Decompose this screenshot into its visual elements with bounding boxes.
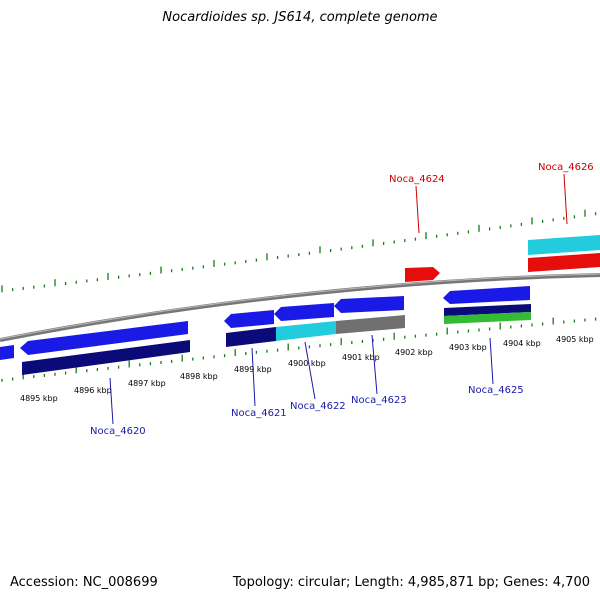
scale-label: 4904 kbp <box>503 339 541 348</box>
feature-noca-4625[interactable] <box>443 286 530 304</box>
gene-label-noca-4621[interactable]: Noca_4621 <box>231 408 287 419</box>
feature-minus-1[interactable] <box>0 345 14 360</box>
feature-row2-cyan[interactable] <box>276 321 336 341</box>
scale-label: 4897 kbp <box>128 379 166 388</box>
feature-row2-navy-1[interactable] <box>22 340 190 375</box>
scale-label: 4898 kbp <box>180 372 218 381</box>
gene-label-noca-4626[interactable]: Noca_4626 <box>538 162 594 173</box>
outer-scale-ticks <box>1 209 597 293</box>
feature-noca-4623[interactable] <box>334 296 404 313</box>
gene-label-noca-4620[interactable]: Noca_4620 <box>90 426 146 437</box>
feature-noca-4624[interactable] <box>405 267 440 282</box>
feature-row2-navy-2[interactable] <box>226 327 276 347</box>
feature-row2-green[interactable] <box>444 312 531 324</box>
scale-label: 4902 kbp <box>395 348 433 357</box>
inner-scale-ticks <box>1 317 597 382</box>
scale-label: 4896 kbp <box>74 386 112 395</box>
feature-noca-4622[interactable] <box>274 303 334 321</box>
feature-row2-gray[interactable] <box>336 315 405 334</box>
scale-labels: 4895 kbp 4896 kbp 4897 kbp 4898 kbp 4899… <box>20 335 594 403</box>
scale-label: 4900 kbp <box>288 359 326 368</box>
feature-noca-4626-top[interactable] <box>528 235 600 255</box>
genome-backbone-highlight <box>0 273 600 340</box>
accession-text: Accession: NC_008699 <box>10 575 158 590</box>
gene-label-noca-4622[interactable]: Noca_4622 <box>290 401 346 412</box>
scale-label: 4903 kbp <box>449 343 487 352</box>
gene-label-noca-4625[interactable]: Noca_4625 <box>468 385 524 396</box>
scale-label: 4905 kbp <box>556 335 594 344</box>
feature-noca-4621[interactable] <box>224 310 274 328</box>
genome-info-text: Topology: circular; Length: 4,985,871 bp… <box>232 575 590 590</box>
gene-label-noca-4623[interactable]: Noca_4623 <box>351 395 407 406</box>
gene-labels: Noca_4620 Noca_4621 Noca_4622 Noca_4623 … <box>90 162 594 437</box>
feature-noca-4626-bottom[interactable] <box>528 253 600 272</box>
scale-label: 4901 kbp <box>342 353 380 362</box>
gene-label-noca-4624[interactable]: Noca_4624 <box>389 174 445 185</box>
genome-backbone <box>0 273 600 342</box>
scale-label: 4899 kbp <box>234 365 272 374</box>
page-title: Nocardioides sp. JS614, complete genome <box>162 10 438 25</box>
scale-label: 4895 kbp <box>20 394 58 403</box>
feature-noca-4620[interactable] <box>20 321 188 355</box>
label-leaders <box>109 173 568 425</box>
